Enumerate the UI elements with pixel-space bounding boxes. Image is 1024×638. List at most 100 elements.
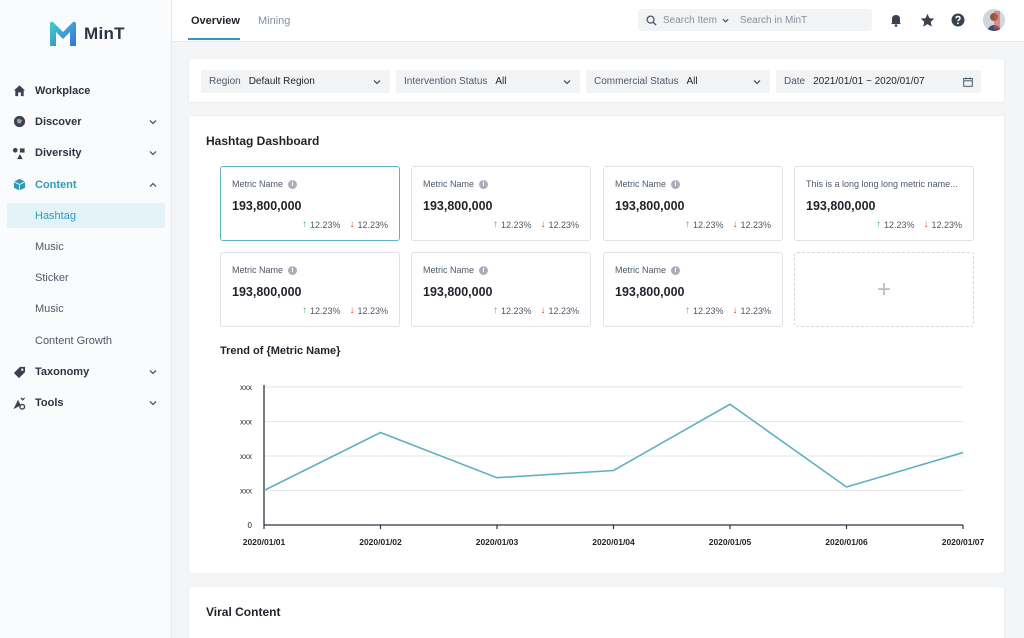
filter-value: 2021/01/01 ~ 2020/01/07 bbox=[813, 76, 925, 87]
sidebar-item-discover[interactable]: Discover bbox=[0, 106, 172, 137]
change-down-value: 12.23% bbox=[357, 219, 388, 230]
x-tick-label: 2020/01/05 bbox=[709, 537, 752, 547]
change-up-value: 12.23% bbox=[692, 219, 724, 230]
chevron-up-icon[interactable] bbox=[148, 180, 158, 190]
x-tick-label: 2020/01/06 bbox=[825, 537, 868, 547]
app-logo[interactable]: MinT bbox=[48, 20, 125, 48]
change-up-value: 12.23% bbox=[500, 219, 532, 230]
home-icon bbox=[12, 84, 26, 98]
sidebar-item-label: Discover bbox=[35, 115, 82, 128]
x-tick-label: 2020/01/02 bbox=[359, 537, 402, 547]
sidebar-item-diversity[interactable]: Diversity bbox=[0, 138, 172, 169]
star-icon[interactable] bbox=[919, 12, 935, 28]
metric-name-label: Metric Name bbox=[615, 265, 667, 275]
change-down-value: 12.23% bbox=[548, 219, 579, 230]
bell-icon[interactable] bbox=[888, 12, 904, 28]
change-up-value: 12.23% bbox=[883, 219, 915, 230]
chevron-down-icon bbox=[562, 77, 572, 87]
metric-card[interactable]: Metric Name i 193,800,000 ↑ 12.23% ↓ 12.23% bbox=[603, 252, 783, 327]
info-icon[interactable]: i bbox=[671, 179, 681, 189]
metric-name: Metric Name i bbox=[423, 265, 489, 275]
sidebar-item-label: Content bbox=[35, 178, 77, 191]
filter-label: Intervention Status bbox=[404, 76, 488, 87]
sidebar-subitem-music[interactable]: Music bbox=[35, 240, 64, 253]
sidebar-item-taxonomy[interactable]: Taxonomy bbox=[0, 356, 172, 387]
info-icon[interactable]: i bbox=[288, 265, 298, 275]
series-line bbox=[263, 403, 964, 492]
metric-card[interactable]: Metric Name i 193,800,000 ↑ 12.23% ↓ 12.23% bbox=[220, 252, 400, 327]
change-up: ↑ 12.23% bbox=[493, 219, 532, 230]
region-select[interactable]: Region Default Region bbox=[201, 70, 390, 93]
chevron-down-icon[interactable] bbox=[721, 16, 730, 25]
metric-card[interactable]: Metric Name i 193,800,000 ↑ 12.23% ↓ 12.23% bbox=[603, 166, 783, 241]
chevron-down-icon[interactable] bbox=[148, 398, 158, 408]
change-up-value: 12.23% bbox=[309, 219, 341, 230]
sidebar-item-content[interactable]: Content bbox=[0, 169, 172, 200]
metric-name-label: This is a long long long metric name... bbox=[806, 179, 958, 189]
trend-line-chart: 0 xxx xxx xxx xxx 2020/01/01 2020/01/02 2020/01… bbox=[240, 383, 985, 547]
active-tab-indicator bbox=[188, 38, 240, 40]
metric-card[interactable]: Metric Name i 193,800,000 ↑ 12.23% ↓ 12.23% bbox=[411, 252, 591, 327]
calendar-icon bbox=[963, 77, 973, 87]
add-metric-card-button[interactable]: + bbox=[794, 252, 974, 327]
x-tick-label: 2020/01/03 bbox=[476, 537, 519, 547]
sidebar-subitem-content-growth[interactable]: Content Growth bbox=[35, 334, 113, 347]
chevron-down-icon[interactable] bbox=[148, 117, 158, 127]
info-icon[interactable]: i bbox=[479, 265, 489, 275]
metric-card[interactable]: Metric Name i 193,800,000 ↑ 12.23% ↓ 12.23% bbox=[411, 166, 591, 241]
info-icon[interactable]: i bbox=[288, 179, 298, 189]
metric-value: 193,800,000 bbox=[615, 285, 685, 299]
change-down-value: 12.23% bbox=[357, 305, 388, 316]
chevron-down-icon[interactable] bbox=[148, 148, 158, 158]
y-tick-label: xxx bbox=[240, 383, 252, 392]
metric-card[interactable]: This is a long long long metric name... 1… bbox=[794, 166, 974, 241]
x-tick-label: 2020/01/01 bbox=[243, 537, 286, 547]
change-up: ↑ 12.23% bbox=[302, 219, 341, 230]
metric-name-label: Metric Name bbox=[423, 265, 475, 275]
sidebar-subitem-hashtag[interactable]: Hashtag bbox=[7, 203, 165, 229]
change-up: ↑ 12.23% bbox=[302, 305, 341, 316]
sidebar-subitem-sticker[interactable]: Sticker bbox=[35, 272, 69, 285]
arrow-up-icon: ↑ bbox=[492, 305, 498, 316]
sidebar-item-workplace[interactable]: Workplace bbox=[0, 75, 172, 106]
commercial-status-select[interactable]: Commercial Status All bbox=[586, 70, 770, 93]
date-range-picker[interactable]: Date 2021/01/01 ~ 2020/01/07 bbox=[776, 70, 981, 93]
filter-label: Commercial Status bbox=[594, 76, 679, 87]
arrow-down-icon: ↓ bbox=[540, 305, 546, 316]
info-icon[interactable]: i bbox=[479, 179, 489, 189]
metric-value: 193,800,000 bbox=[423, 199, 493, 213]
arrow-down-icon: ↓ bbox=[349, 219, 355, 230]
change-down-value: 12.23% bbox=[931, 219, 962, 230]
y-tick-label: xxx bbox=[240, 452, 252, 461]
tab-mining[interactable]: Mining bbox=[258, 15, 291, 27]
intervention-status-select[interactable]: Intervention Status All bbox=[396, 70, 580, 93]
arrow-up-icon: ↑ bbox=[875, 219, 881, 230]
search-scope-select[interactable]: Search Item bbox=[663, 14, 717, 26]
tab-overview[interactable]: Overview bbox=[191, 15, 240, 27]
change-down: ↓ 12.23% bbox=[349, 305, 388, 316]
change-up: ↑ 12.23% bbox=[493, 305, 532, 316]
sidebar-item-tools[interactable]: Tools bbox=[0, 388, 172, 419]
info-icon[interactable]: i bbox=[671, 265, 681, 275]
change-down: ↓ 12.23% bbox=[349, 219, 388, 230]
metric-name-label: Metric Name bbox=[232, 179, 284, 189]
x-tick-label: 2020/01/07 bbox=[942, 537, 985, 547]
discover-icon bbox=[12, 115, 26, 129]
y-tick-label: xxx bbox=[240, 418, 252, 427]
viral-content-panel: Viral Content bbox=[188, 586, 1005, 638]
sidebar-subitem-music-2[interactable]: Music bbox=[35, 303, 64, 316]
arrow-up-icon: ↑ bbox=[492, 219, 498, 230]
filter-label: Region bbox=[209, 76, 241, 87]
change-down: ↓ 12.23% bbox=[540, 219, 579, 230]
user-avatar[interactable] bbox=[983, 9, 1005, 31]
chevron-down-icon[interactable] bbox=[148, 367, 158, 377]
help-icon[interactable] bbox=[950, 12, 966, 28]
change-down-value: 12.23% bbox=[740, 219, 771, 230]
global-search[interactable]: Search Item Search in MinT bbox=[638, 9, 872, 31]
metric-value: 193,800,000 bbox=[232, 285, 302, 299]
arrow-up-icon: ↑ bbox=[301, 219, 307, 230]
search-input[interactable]: Search in MinT bbox=[739, 14, 808, 26]
metric-changes: ↑ 12.23% ↓ 12.23% bbox=[484, 219, 579, 230]
metric-card[interactable]: Metric Name i 193,800,000 ↑ 12.23% ↓ 12.23% bbox=[220, 166, 400, 241]
panel-title: Hashtag Dashboard bbox=[206, 134, 320, 148]
